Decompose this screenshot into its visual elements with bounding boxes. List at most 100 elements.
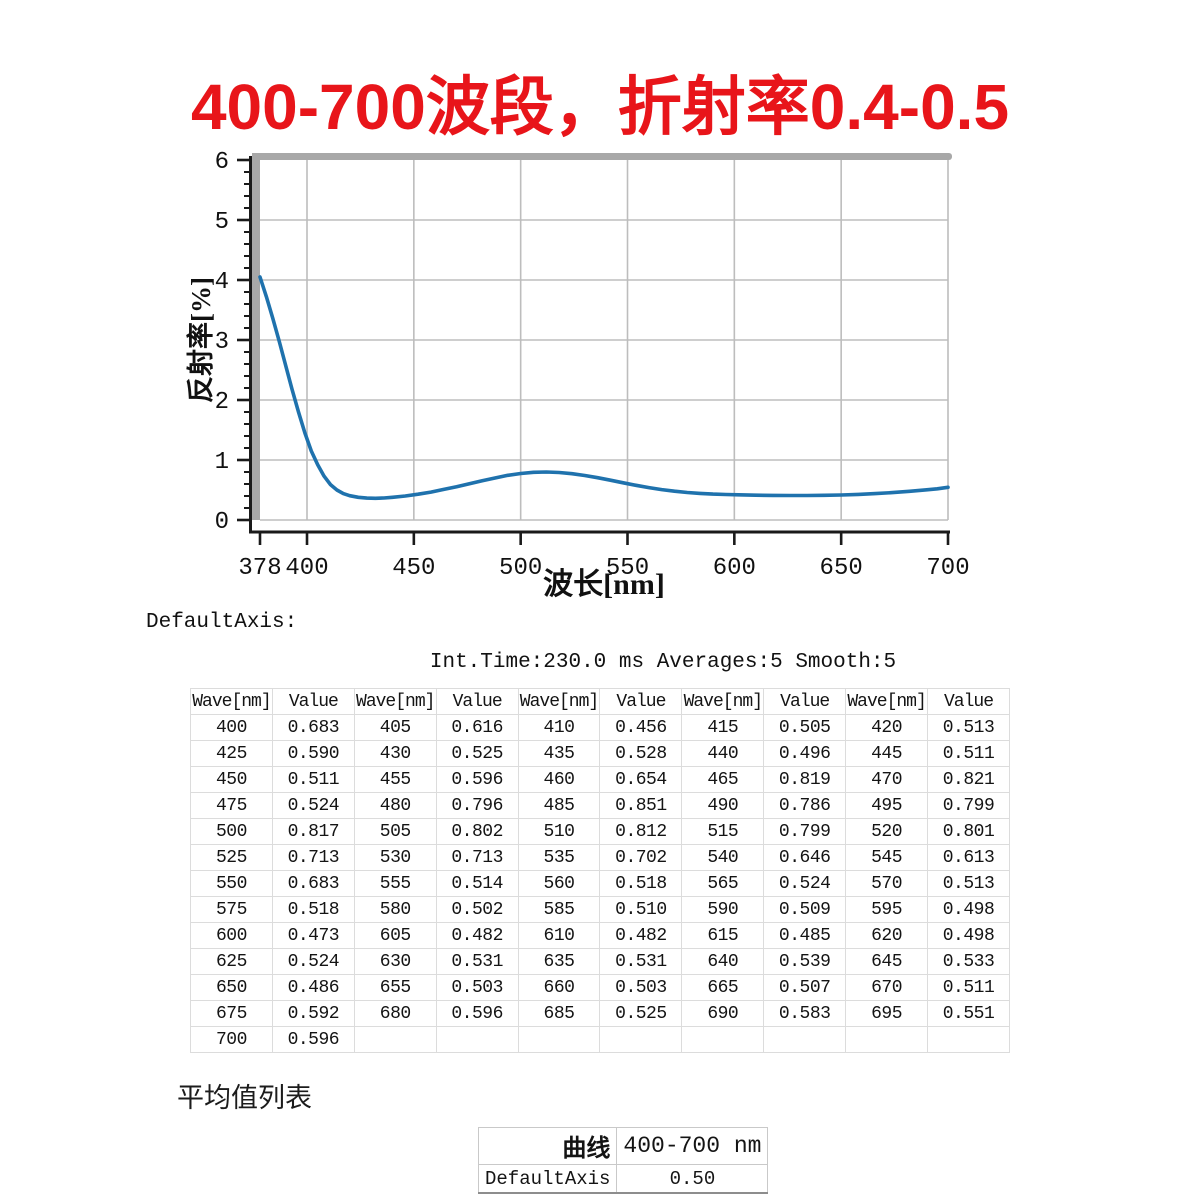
data-cell: 0.486 [271, 974, 355, 1001]
data-cell: 520 [845, 818, 929, 845]
data-cell: 450 [190, 766, 273, 793]
data-cell: 0.473 [271, 922, 355, 949]
data-cell: 570 [845, 870, 929, 897]
data-cell: 0.502 [435, 896, 519, 923]
data-cell: 630 [353, 948, 437, 975]
table-row: 700 0.596 [190, 1026, 1010, 1053]
data-cell: 0.513 [927, 714, 1010, 741]
data-cell: 655 [353, 974, 437, 1001]
data-cell: 575 [190, 896, 273, 923]
data-cell: 0.524 [271, 948, 355, 975]
data-cell: 675 [190, 1000, 273, 1027]
table-row: DefaultAxis 0.50 [477, 1164, 769, 1194]
data-cell: 0.524 [763, 870, 847, 897]
data-cell: 415 [681, 714, 765, 741]
y-tick-label: 3 [215, 329, 229, 356]
data-cell: 0.513 [927, 870, 1010, 897]
table-row: 600 0.473 605 0.482 610 0.482 615 0.485 620 0.498 [190, 922, 1010, 949]
data-cell: 565 [681, 870, 765, 897]
average-table: 曲线 400-700 nm DefaultAxis 0.50 [477, 1127, 769, 1194]
series-name: DefaultAxis [477, 1164, 618, 1194]
x-axis-title: 波长[nm] [543, 568, 665, 601]
data-cell: 475 [190, 792, 273, 819]
data-cell: 0.702 [599, 844, 683, 871]
data-cell: 0.801 [927, 818, 1010, 845]
data-cell: 0.511 [271, 766, 355, 793]
data-cell: 535 [517, 844, 601, 871]
data-cell: 0.683 [271, 870, 355, 897]
data-cell: 500 [190, 818, 273, 845]
data-cell: 0.796 [435, 792, 519, 819]
data-cell: 610 [517, 922, 601, 949]
series-average-value: 0.50 [616, 1164, 769, 1194]
data-cell: 0.851 [599, 792, 683, 819]
table-row: 425 0.590 430 0.525 435 0.528 440 0.496 445 0.511 [190, 740, 1010, 767]
data-cell: 645 [845, 948, 929, 975]
data-cell: 600 [190, 922, 273, 949]
plot-top-wall [252, 153, 952, 160]
data-cell: 0.485 [763, 922, 847, 949]
data-cell: 400 [190, 714, 273, 741]
data-cell: 0.812 [599, 818, 683, 845]
data-cell: 605 [353, 922, 437, 949]
data-cell: 0.528 [599, 740, 683, 767]
data-cell [599, 1026, 683, 1053]
data-cell [927, 1026, 1010, 1053]
curve-range: 400-700 nm [616, 1127, 769, 1165]
column-header: Wave[nm] [353, 688, 437, 715]
data-cell: 0.505 [763, 714, 847, 741]
data-cell: 0.799 [927, 792, 1010, 819]
y-tick-label: 4 [215, 269, 229, 296]
data-cell: 490 [681, 792, 765, 819]
data-cell: 405 [353, 714, 437, 741]
data-cell: 445 [845, 740, 929, 767]
data-cell: 660 [517, 974, 601, 1001]
x-tick-label: 600 [713, 555, 756, 582]
y-tick-label: 5 [215, 209, 229, 236]
data-cell: 585 [517, 896, 601, 923]
data-cell: 590 [681, 896, 765, 923]
column-header: Wave[nm] [517, 688, 601, 715]
data-cell: 580 [353, 896, 437, 923]
table-row: 曲线 400-700 nm [477, 1127, 769, 1165]
table-row: 525 0.713 530 0.713 535 0.702 540 0.646 545 0.613 [190, 844, 1010, 871]
data-cell: 690 [681, 1000, 765, 1027]
measurement-table-header: Wave[nm] Value Wave[nm] Value Wave[nm] Value W… [190, 688, 1010, 715]
data-cell: 0.511 [927, 740, 1010, 767]
data-cell: 0.456 [599, 714, 683, 741]
data-cell: 0.509 [763, 896, 847, 923]
y-tick-label: 6 [215, 150, 229, 176]
data-cell: 0.646 [763, 844, 847, 871]
data-cell: 0.503 [435, 974, 519, 1001]
data-cell: 555 [353, 870, 437, 897]
measurement-table: Wave[nm] Value Wave[nm] Value Wave[nm] Value W… [190, 688, 1010, 1053]
table-row: 625 0.524 630 0.531 635 0.531 640 0.539 645 0.533 [190, 948, 1010, 975]
data-cell: 0.525 [435, 740, 519, 767]
table-row: 650 0.486 655 0.503 660 0.503 665 0.507 670 0.511 [190, 974, 1010, 1001]
data-cell: 0.596 [435, 766, 519, 793]
y-tick-label: 0 [215, 509, 229, 536]
data-cell: 0.507 [763, 974, 847, 1001]
x-tick-label: 400 [285, 555, 328, 582]
data-cell: 0.531 [435, 948, 519, 975]
table-row: 450 0.511 455 0.596 460 0.654 465 0.819 470 0.821 [190, 766, 1010, 793]
table-row: 400 0.683 405 0.616 410 0.456 415 0.505 420 0.513 [190, 714, 1010, 741]
data-cell: 460 [517, 766, 601, 793]
data-cell [435, 1026, 519, 1053]
data-cell: 0.498 [927, 896, 1010, 923]
curve-label: 曲线 [477, 1127, 618, 1165]
column-header: Value [927, 688, 1010, 715]
x-tick-label: 650 [820, 555, 863, 582]
data-cell: 0.683 [271, 714, 355, 741]
x-tick-label: 500 [499, 555, 542, 582]
data-cell: 0.613 [927, 844, 1010, 871]
data-cell: 0.498 [927, 922, 1010, 949]
data-cell: 685 [517, 1000, 601, 1027]
x-tick-label: 700 [926, 555, 969, 582]
data-cell: 625 [190, 948, 273, 975]
data-cell: 0.518 [599, 870, 683, 897]
data-cell: 0.533 [927, 948, 1010, 975]
data-cell: 665 [681, 974, 765, 1001]
data-cell: 615 [681, 922, 765, 949]
